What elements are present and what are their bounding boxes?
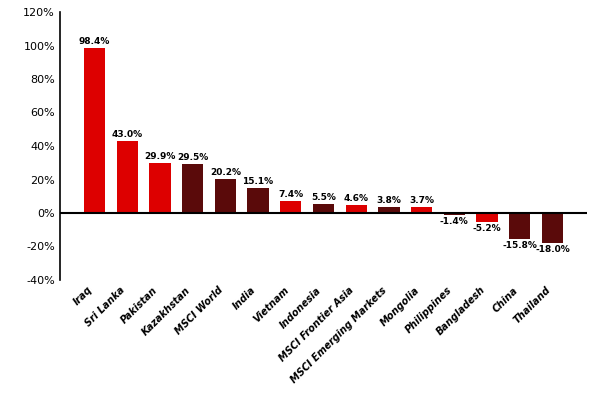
Bar xyxy=(214,179,236,213)
Text: -15.8%: -15.8% xyxy=(503,242,537,250)
Text: 7.4%: 7.4% xyxy=(278,190,303,198)
Text: 5.5%: 5.5% xyxy=(311,193,336,202)
Bar xyxy=(149,163,171,213)
Text: -1.4%: -1.4% xyxy=(440,217,468,226)
Text: 98.4%: 98.4% xyxy=(79,37,110,46)
Text: 3.7%: 3.7% xyxy=(409,196,434,205)
Bar xyxy=(444,213,465,215)
Bar xyxy=(509,213,530,240)
Text: 4.6%: 4.6% xyxy=(344,194,368,203)
Text: 20.2%: 20.2% xyxy=(210,168,241,177)
Bar xyxy=(378,207,400,213)
Bar xyxy=(476,213,498,222)
Bar xyxy=(346,205,367,213)
Bar xyxy=(117,141,138,213)
Bar xyxy=(280,201,301,213)
Bar xyxy=(84,48,105,213)
Bar xyxy=(542,213,563,243)
Text: -18.0%: -18.0% xyxy=(535,245,570,254)
Text: -5.2%: -5.2% xyxy=(473,224,501,233)
Bar xyxy=(313,204,334,213)
Text: 29.9%: 29.9% xyxy=(144,152,176,161)
Text: 43.0%: 43.0% xyxy=(111,130,143,139)
Text: 15.1%: 15.1% xyxy=(243,177,274,186)
Bar xyxy=(182,164,203,213)
Text: 29.5%: 29.5% xyxy=(177,152,208,162)
Text: 3.8%: 3.8% xyxy=(376,196,401,205)
Bar xyxy=(411,207,432,213)
Bar xyxy=(247,188,269,213)
